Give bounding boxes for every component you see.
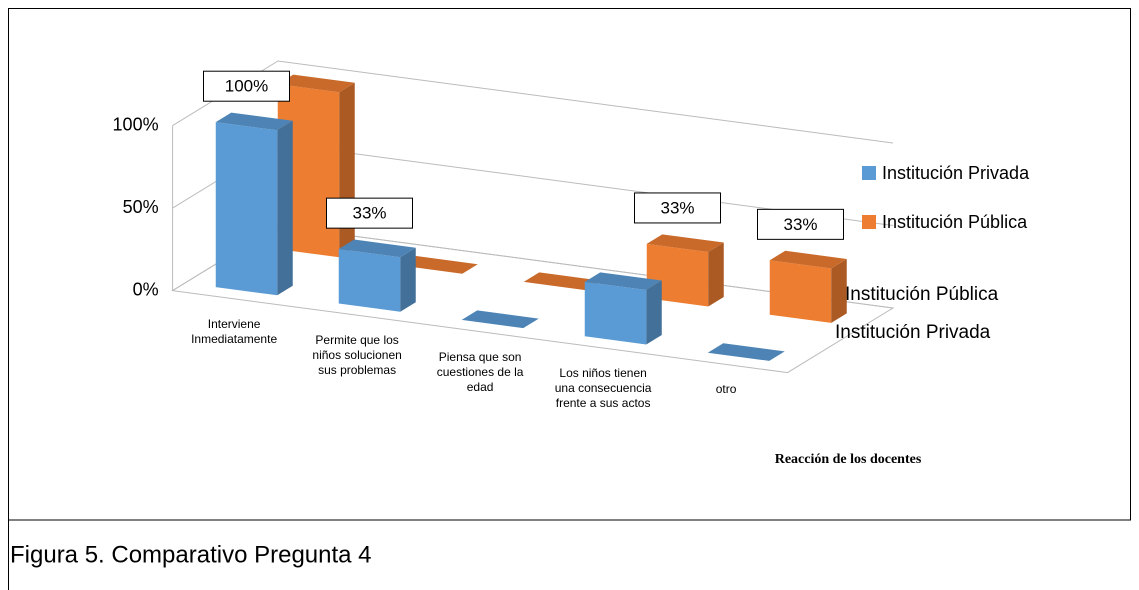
bar-front: [769, 260, 832, 323]
y-tick-label: 50%: [123, 197, 159, 217]
legend-swatch: [862, 215, 876, 229]
x-tick-label: Permite que los niños solucionen sus pro…: [312, 333, 402, 378]
bar-top: [277, 74, 355, 93]
bar-top: [707, 343, 785, 361]
bar: [215, 112, 293, 296]
grid-line: [172, 60, 894, 144]
y-tick-label: 100%: [113, 114, 159, 134]
bar: [646, 234, 724, 307]
bar-side: [277, 120, 293, 296]
bar-side: [339, 82, 355, 258]
bar-side: [646, 280, 662, 345]
bar-front: [338, 249, 401, 312]
data-label: 33%: [783, 215, 817, 234]
bar: [769, 250, 847, 323]
x-tick-label: otro: [715, 382, 737, 397]
bar-front: [584, 281, 647, 345]
data-label-box: [203, 70, 290, 102]
bar-top: [400, 256, 478, 274]
bar-top: [523, 272, 601, 291]
bar-front: [646, 243, 709, 307]
bar-top: [215, 112, 293, 131]
bar-front: [277, 84, 340, 258]
bar-top: [769, 250, 847, 269]
depth-axis-label: Institución Privada: [835, 322, 991, 343]
data-label-box: [326, 197, 413, 229]
bar-top: [646, 234, 724, 253]
bar: [523, 272, 601, 291]
bar: [707, 343, 785, 361]
data-label-box: [634, 192, 721, 224]
bar-side: [708, 242, 724, 307]
frame: [8, 8, 1131, 590]
legend-swatch: [862, 166, 876, 180]
legend-label: Institución Privada: [882, 163, 1030, 183]
bar: [400, 256, 478, 274]
x-tick-label: Los niños tienen una consecuencia frente…: [554, 366, 652, 410]
depth-axis-label: Institución Pública: [845, 284, 999, 305]
bar: [584, 272, 662, 345]
bar-side: [831, 258, 847, 323]
data-label: 100%: [225, 77, 268, 96]
bar: [338, 239, 416, 312]
legend-label: Institución Pública: [882, 212, 1028, 232]
bar-top: [338, 239, 416, 258]
x-axis-title: Reacción de los docentes: [775, 452, 922, 467]
data-label: 33%: [660, 198, 694, 217]
x-tick-label: Interviene Inmediatamente: [191, 316, 278, 346]
y-tick-label: 0%: [133, 279, 159, 299]
caption: Figura 5. Comparativo Pregunta 4: [10, 541, 372, 568]
bar-front: [215, 122, 278, 296]
bar-top: [584, 272, 662, 291]
x-tick-label: Piensa que son cuestiones de la edad: [436, 349, 524, 394]
data-label: 33%: [352, 204, 386, 223]
bar: [461, 310, 539, 329]
bar-side: [400, 247, 416, 312]
data-label-box: [757, 208, 844, 240]
bar-top: [461, 310, 539, 329]
